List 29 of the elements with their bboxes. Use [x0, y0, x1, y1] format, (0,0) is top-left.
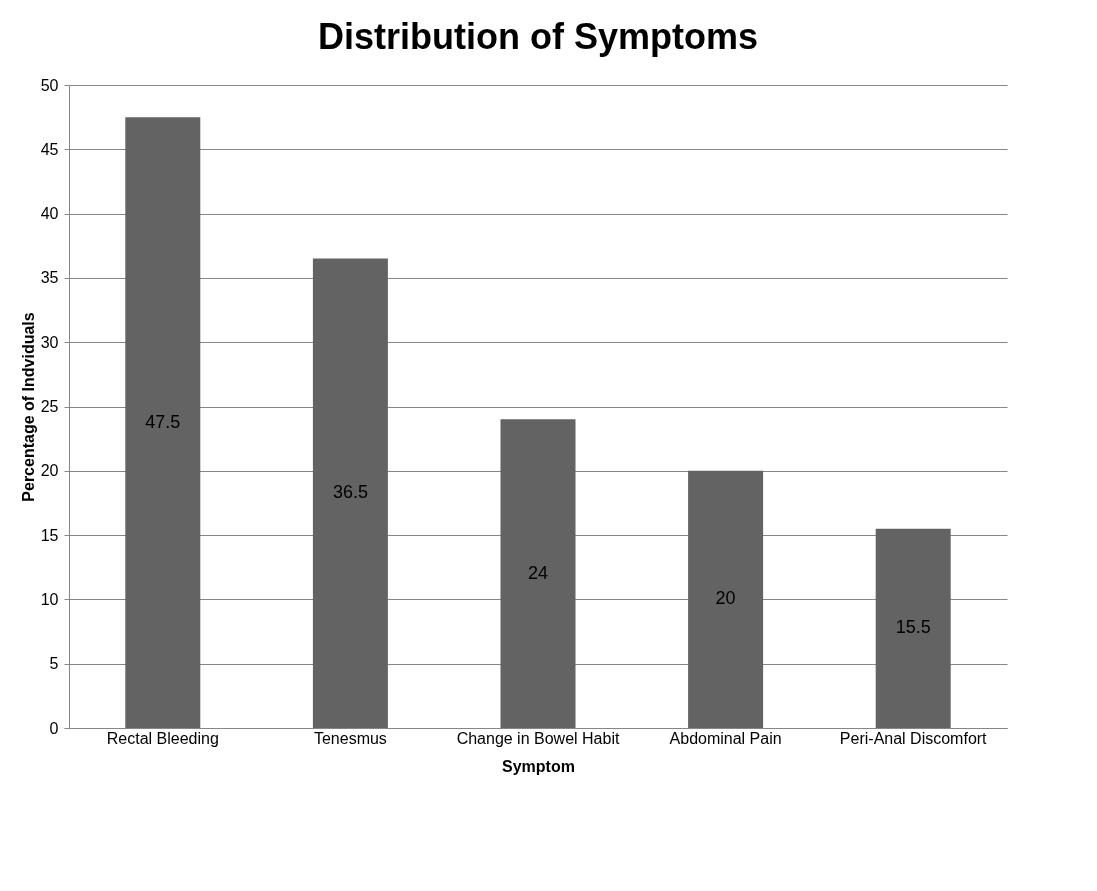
bar	[500, 419, 576, 728]
y-tick-label: 30	[40, 333, 59, 351]
data-label: 24	[527, 562, 549, 583]
y-tick-label: 50	[40, 76, 59, 94]
y-tick-label: 45	[40, 140, 59, 158]
x-tick-label: Rectal Bleeding	[106, 729, 219, 747]
bar	[312, 258, 388, 728]
data-label: 20	[715, 588, 736, 609]
y-tick-label: 15	[40, 526, 59, 544]
data-label: 36.5	[332, 482, 368, 503]
y-tick-label: 40	[40, 205, 59, 223]
y-tick-label: 0	[49, 719, 59, 737]
data-label: 15.5	[895, 617, 931, 638]
chart-title: Distribution of Symptoms	[318, 16, 758, 57]
x-axis-title: Symptom	[502, 757, 575, 775]
y-tick-label: 20	[40, 462, 59, 480]
bar	[125, 117, 201, 728]
y-tick-label: 35	[40, 269, 59, 287]
x-tick-label: Change in Bowel Habit	[456, 729, 620, 747]
x-tick-label: Abdominal Pain	[669, 729, 782, 747]
y-tick-label: 5	[49, 655, 59, 673]
y-tick-label: 10	[40, 590, 59, 608]
data-label: 47.5	[145, 411, 181, 432]
x-tick-label: Peri-Anal Discomfort	[839, 729, 988, 747]
y-axis-title: Percentage of Indviduals	[19, 312, 37, 502]
y-tick-label: 25	[40, 398, 59, 415]
x-tick-label: Tenesmus	[313, 729, 387, 747]
bar	[875, 528, 951, 728]
bar	[688, 470, 764, 728]
